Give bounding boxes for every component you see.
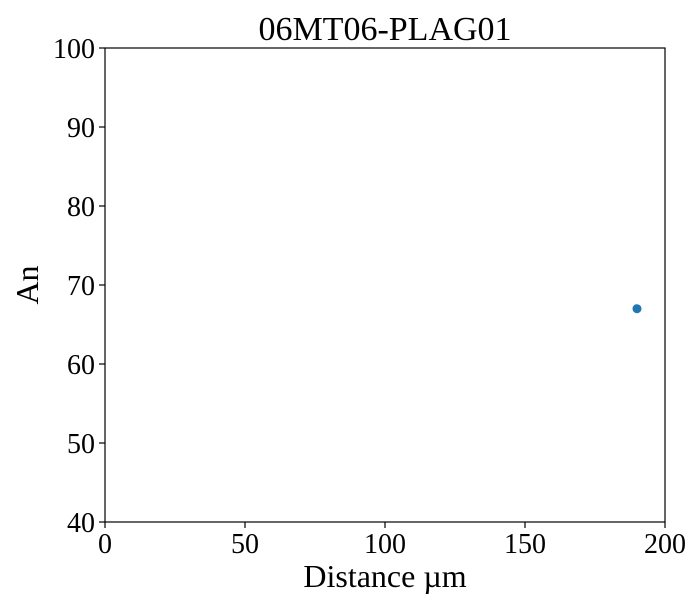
x-tick-label: 150 <box>504 529 546 560</box>
data-points <box>632 304 642 314</box>
y-tick-label: 60 <box>67 350 95 381</box>
y-tick-label: 70 <box>67 271 95 302</box>
chart-title: 06MT06-PLAG01 <box>258 11 511 48</box>
y-tick-label: 90 <box>67 113 95 144</box>
x-axis-label: Distance µm <box>303 558 466 594</box>
x-tick-label: 50 <box>231 529 259 560</box>
y-tick-label: 50 <box>67 429 95 460</box>
y-axis-ticks: 40 50 60 70 80 90 100 <box>53 34 105 539</box>
y-tick-label: 80 <box>67 192 95 223</box>
y-tick-label: 40 <box>67 508 95 539</box>
data-point <box>632 304 642 314</box>
x-tick-label: 0 <box>98 529 112 560</box>
plot-area <box>104 47 666 523</box>
x-axis-ticks: 0 50 100 150 200 <box>98 522 686 560</box>
y-tick-label: 100 <box>53 34 95 65</box>
x-tick-label: 100 <box>364 529 406 560</box>
y-axis-label: An <box>9 265 45 304</box>
x-tick-label: 200 <box>644 529 686 560</box>
